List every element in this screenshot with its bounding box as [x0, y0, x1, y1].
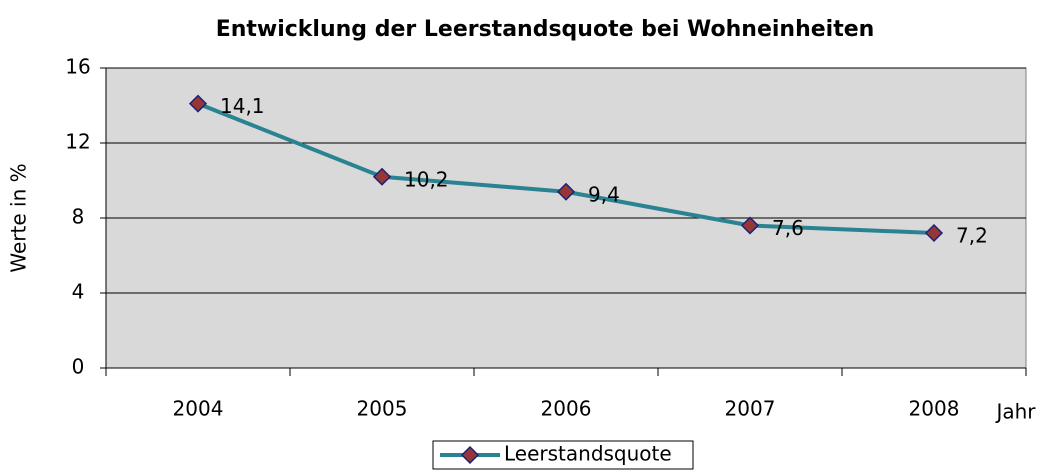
x-tick-label: 2007 — [725, 397, 776, 421]
x-tick-label: 2006 — [541, 397, 592, 421]
x-axis-label: Jahr — [994, 400, 1036, 424]
data-label: 10,2 — [404, 167, 449, 191]
x-tick-label: 2008 — [909, 397, 960, 421]
y-tick-label: 12 — [65, 130, 90, 154]
x-tick-label: 2005 — [357, 397, 408, 421]
y-axis-label: Werte in % — [7, 163, 31, 272]
chart-title: Entwicklung der Leerstandsquote bei Wohn… — [216, 17, 875, 42]
marker — [188, 94, 208, 113]
marker — [740, 216, 760, 235]
y-tick-label: 16 — [65, 55, 90, 79]
marker — [556, 182, 576, 201]
data-label: 14,1 — [220, 94, 265, 118]
y-tick-label: 4 — [72, 280, 85, 304]
y-tick-label: 0 — [72, 355, 85, 379]
y-tick-label: 8 — [72, 205, 85, 229]
marker — [924, 223, 944, 243]
data-label: 9,4 — [588, 182, 620, 206]
data-label: 7,6 — [772, 216, 804, 240]
legend-label: Leerstandsquote — [504, 442, 672, 466]
x-tick-label: 2004 — [173, 397, 224, 421]
legend-marker — [460, 445, 480, 465]
marker — [372, 167, 392, 186]
data-label: 7,2 — [956, 224, 988, 248]
